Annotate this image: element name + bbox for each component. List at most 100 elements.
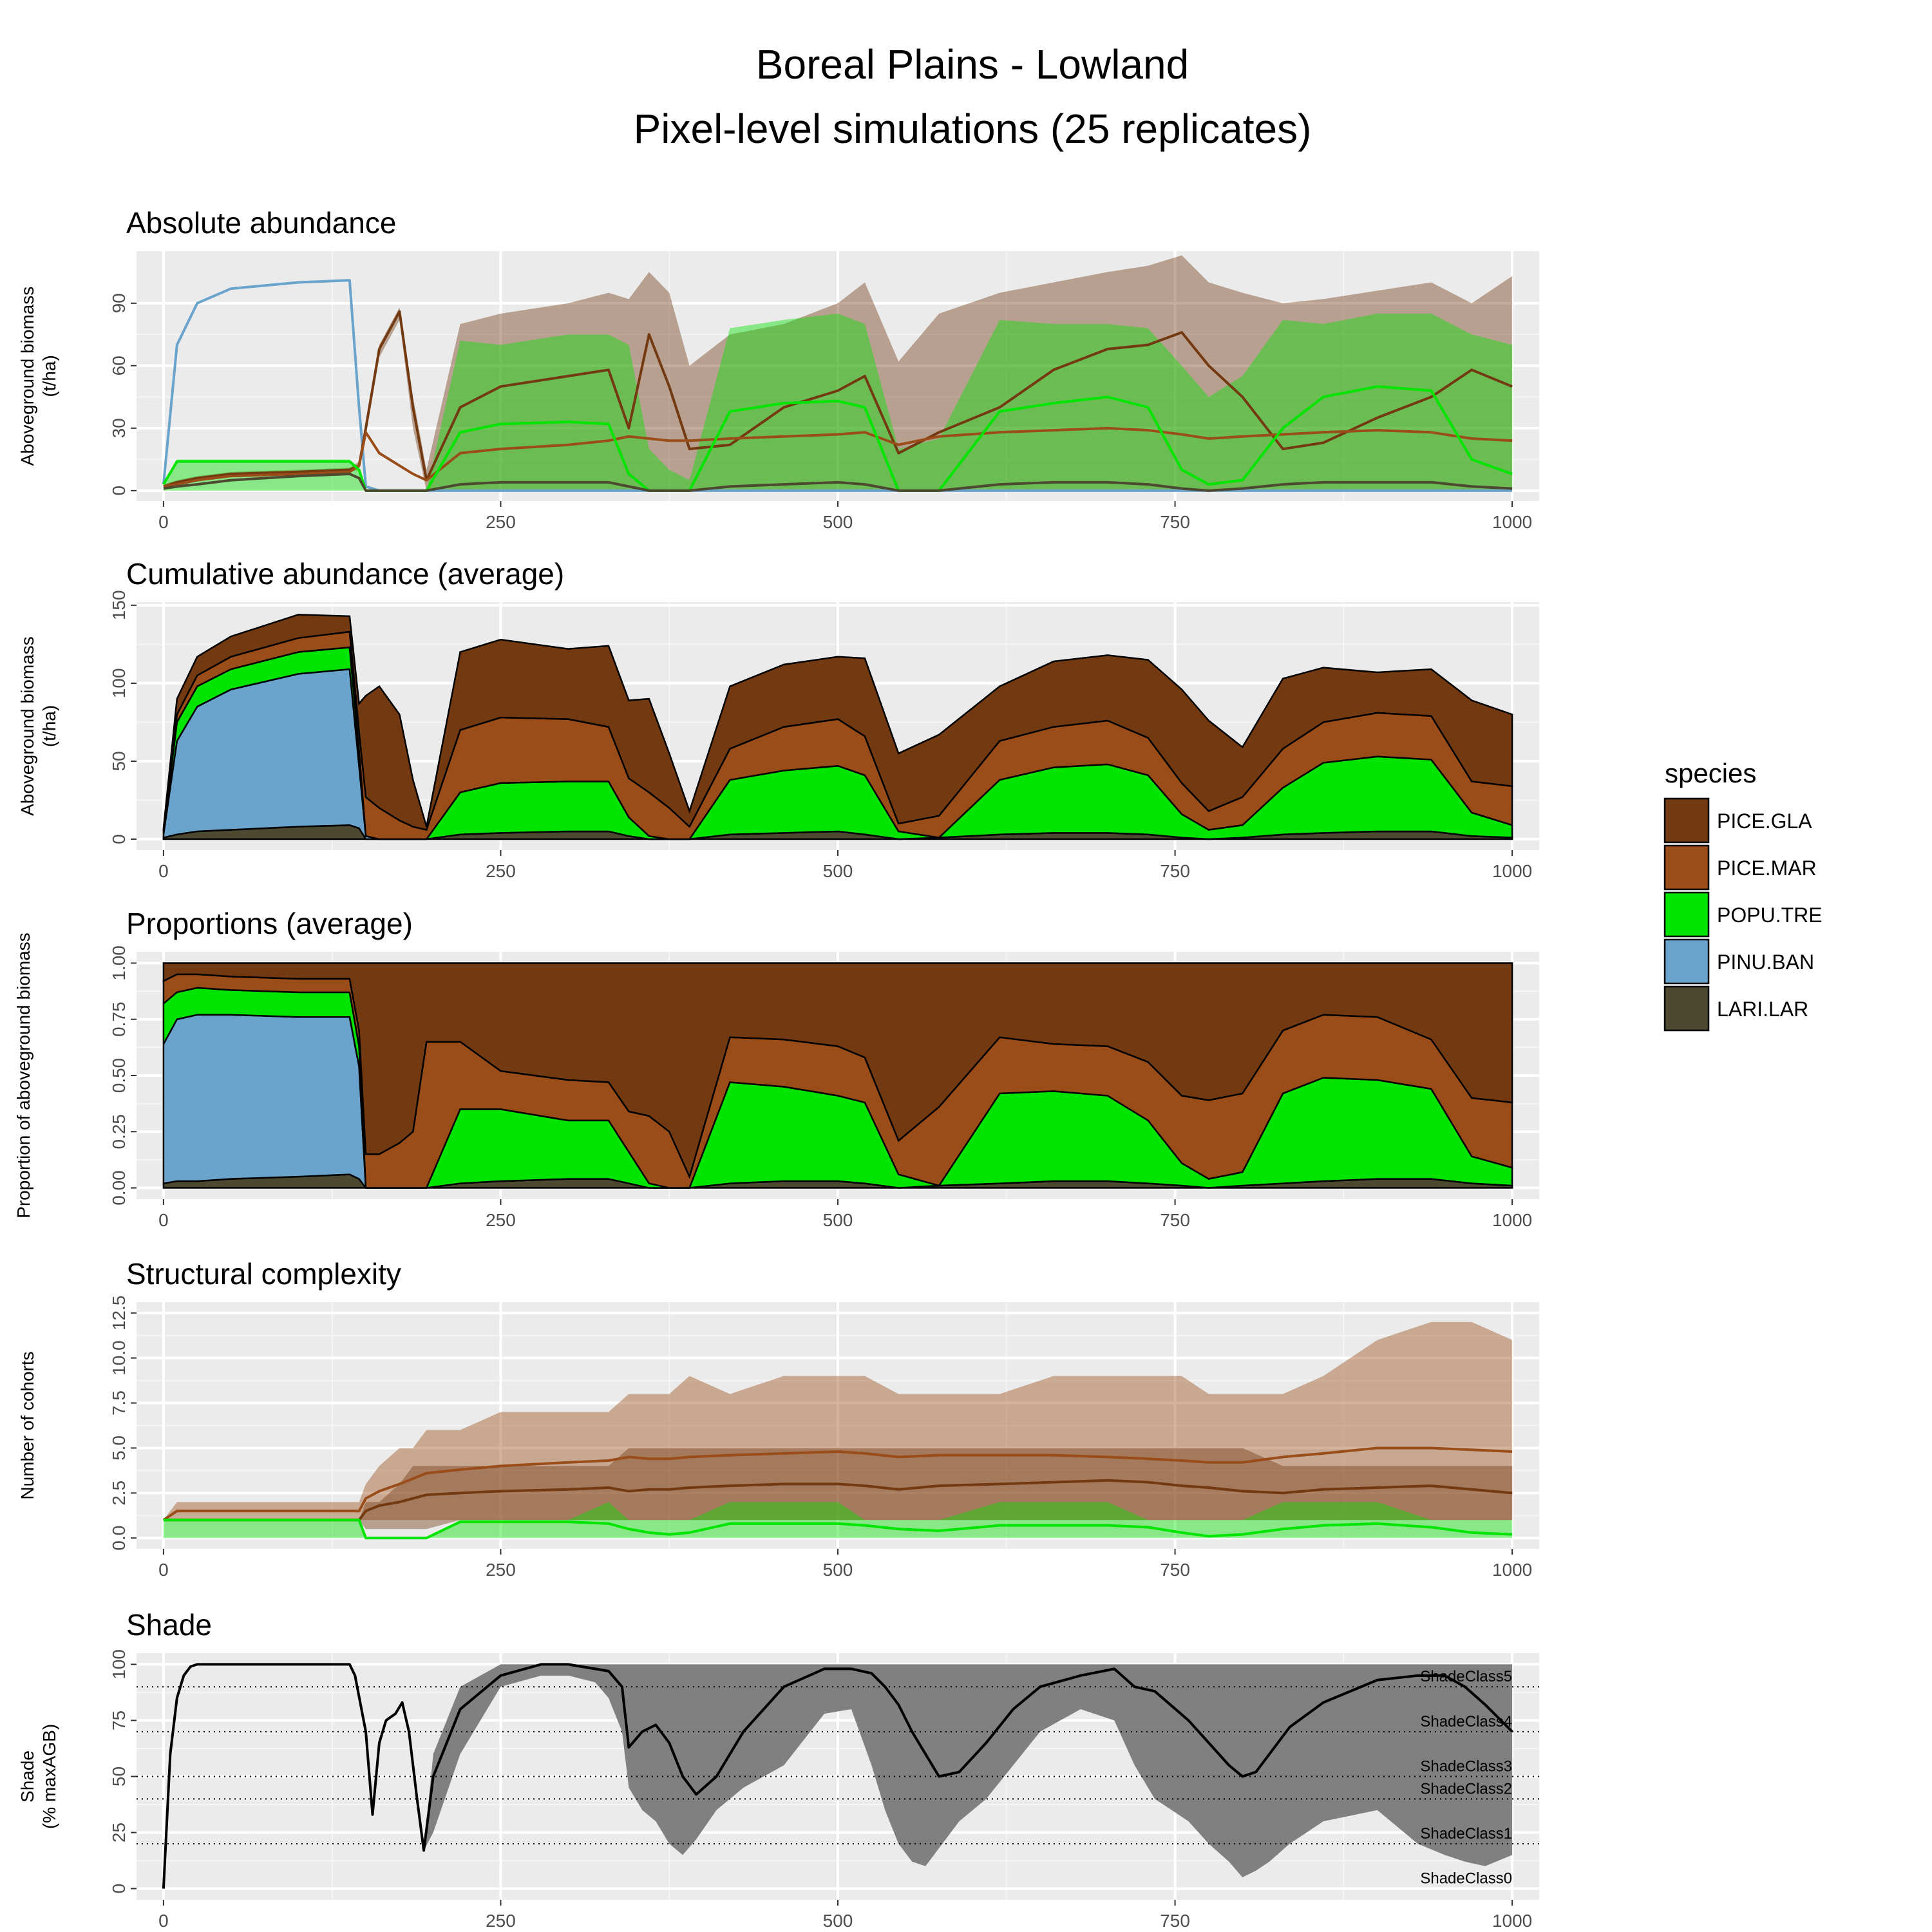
y-tick-label: 60 (109, 355, 129, 375)
legend-item-pice-mar: PICE.MAR (1663, 844, 1817, 891)
plot-area (162, 255, 1513, 492)
panel-title: Structural complexity (126, 1257, 401, 1291)
panel-title: Absolute abundance (126, 206, 396, 240)
y-tick-label: 12.5 (109, 1296, 129, 1331)
area-pice-gla (162, 614, 1513, 831)
legend-label: PINU.BAN (1717, 951, 1814, 974)
y-tick-label: 0 (109, 486, 129, 496)
y-axis-label-unit: (t/ha) (39, 355, 59, 397)
plot-area (137, 1663, 1539, 1889)
y-tick-label: 0.00 (109, 1170, 129, 1206)
x-tick-label: 0 (158, 1210, 169, 1230)
legend-label: PICE.MAR (1717, 857, 1817, 880)
x-tick-label: 250 (486, 512, 516, 532)
y-tick-label: 100 (109, 668, 129, 699)
y-tick-label: 7.5 (109, 1390, 129, 1416)
x-tick-label: 750 (1160, 861, 1190, 881)
x-tick-label: 0 (158, 1911, 169, 1931)
plot-area (162, 614, 1513, 840)
threshold-label: ShadeClass5 (1420, 1668, 1512, 1685)
y-tick-label: 90 (109, 293, 129, 313)
legend: species PICE.GLA PICE.MAR POPU.TRE PINU.BAN… (1663, 758, 1823, 1032)
figure-title-line2: Pixel-level simulations (25 replicates) (634, 106, 1312, 152)
plot-area (162, 1321, 1513, 1540)
y-tick-label: 50 (109, 1766, 129, 1786)
line-pice-mar (163, 426, 1513, 488)
panel-title: Proportions (average) (126, 907, 413, 940)
x-tick-label: 250 (486, 1560, 516, 1580)
figure-title-line1: Boreal Plains - Lowland (756, 41, 1189, 88)
legend-items: PICE.GLA PICE.MAR POPU.TRE PINU.BAN LARI.LAR (1663, 797, 1823, 1032)
legend-label: LARI.LAR (1717, 998, 1808, 1021)
y-tick-label: 10.0 (109, 1340, 129, 1376)
panel-shade: ShadeClass5 ShadeClass4 ShadeClass3 ShadeCl… (17, 1608, 1539, 1931)
legend-label: POPU.TRE (1717, 904, 1823, 927)
legend-item-lari-lar: LARI.LAR (1663, 985, 1808, 1032)
legend-item-pinu-ban: PINU.BAN (1663, 938, 1814, 985)
line-lari-lar (163, 472, 1513, 492)
y-tick-label: 0.0 (109, 1526, 129, 1551)
x-tick-label: 1000 (1492, 1560, 1532, 1580)
legend-title: species (1665, 758, 1756, 788)
legend-swatch (1663, 985, 1710, 1032)
panel-absolute: 0 250 500 750 1000 0 30 60 90 Absolute abundance A… (17, 206, 1539, 532)
x-tick-label: 750 (1160, 1560, 1190, 1580)
threshold-label: ShadeClass0 (1420, 1870, 1512, 1888)
threshold-label: ShadeClass2 (1420, 1780, 1512, 1797)
y-axis-label-unit: (t/ha) (39, 705, 59, 747)
x-tick-label: 0 (158, 1560, 169, 1580)
y-axis-label: Proportion of aboveground biomass (14, 933, 33, 1218)
x-tick-label: 500 (823, 512, 853, 532)
y-axis-label-unit: (% maxAGB) (39, 1724, 59, 1829)
x-tick-label: 250 (486, 1210, 516, 1230)
y-axis-label: Shade (17, 1750, 37, 1803)
y-tick-label: 0 (109, 1884, 129, 1894)
plot-area (162, 962, 1513, 1189)
x-tick-label: 0 (158, 512, 169, 532)
y-axis-label: Number of cohorts (17, 1351, 37, 1499)
y-tick-label: 0.50 (109, 1058, 129, 1094)
x-tick-label: 500 (823, 1560, 853, 1580)
ribbon-pice-gla (163, 1448, 1513, 1530)
y-tick-label: 30 (109, 418, 129, 438)
x-tick-label: 0 (158, 861, 169, 881)
panel-proportions: 0 250 500 750 1000 0.00 0.25 0.50 0.75 1.00 Propor… (14, 907, 1539, 1230)
line-shade (162, 1663, 1513, 1889)
y-tick-label: 0.75 (109, 1001, 129, 1037)
x-tick-label: 250 (486, 861, 516, 881)
y-tick-label: 0 (109, 834, 129, 844)
x-tick-label: 750 (1160, 512, 1190, 532)
line-popu-tre (163, 1519, 1513, 1540)
y-tick-label: 5.0 (109, 1435, 129, 1461)
legend-label: PICE.GLA (1717, 810, 1812, 833)
x-tick-label: 250 (486, 1911, 516, 1931)
y-tick-label: 25 (109, 1823, 129, 1842)
threshold-label: ShadeClass3 (1420, 1758, 1512, 1776)
y-tick-label: 150 (109, 590, 129, 620)
x-tick-label: 1000 (1492, 1210, 1532, 1230)
x-tick-label: 750 (1160, 1911, 1190, 1931)
y-tick-label: 2.5 (109, 1481, 129, 1506)
area-pice-gla (162, 962, 1513, 1179)
legend-item-pice-gla: PICE.GLA (1663, 797, 1812, 844)
x-tick-label: 1000 (1492, 1911, 1532, 1931)
y-tick-label: 75 (109, 1710, 129, 1730)
x-tick-label: 750 (1160, 1210, 1190, 1230)
legend-swatch (1663, 797, 1710, 844)
threshold-label: ShadeClass4 (1420, 1713, 1512, 1730)
ribbon-shade (163, 1664, 1513, 1889)
legend-swatch (1663, 891, 1710, 938)
y-tick-label: 0.25 (109, 1114, 129, 1150)
x-tick-label: 500 (823, 1210, 853, 1230)
line-pice-gla (163, 1479, 1513, 1522)
ribbon-pice-mar (163, 1321, 1513, 1520)
x-tick-label: 500 (823, 1911, 853, 1931)
x-tick-label: 1000 (1492, 512, 1532, 532)
threshold-label: ShadeClass1 (1420, 1825, 1512, 1842)
y-tick-label: 100 (109, 1649, 129, 1680)
y-axis-label: Aboveground biomass (17, 636, 37, 816)
panel-structure: 0 250 500 750 1000 0.0 2.5 5.0 7.5 10.0 12.5 Struct… (17, 1257, 1539, 1580)
